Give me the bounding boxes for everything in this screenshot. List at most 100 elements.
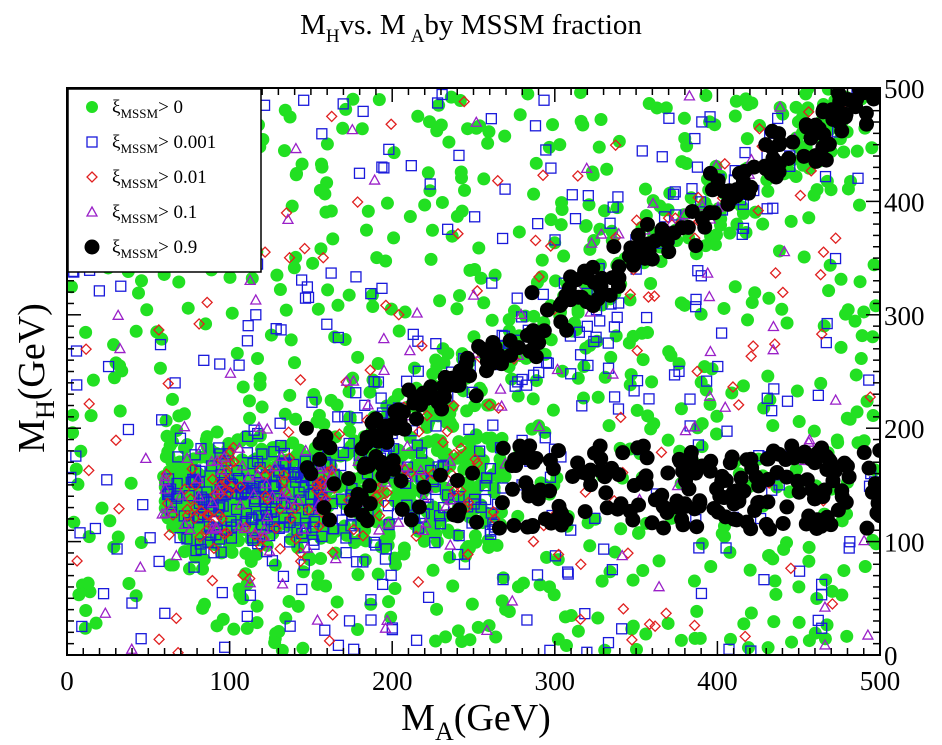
data-point: [797, 444, 813, 460]
data-point: [540, 356, 553, 369]
data-point: [401, 439, 414, 451]
data-point: [388, 582, 402, 596]
data-point: [521, 614, 533, 626]
data-point: [238, 522, 251, 534]
data-point: [461, 122, 475, 136]
data-point: [129, 589, 143, 603]
data-point: [362, 478, 378, 494]
data-point: [183, 523, 197, 535]
data-point: [708, 238, 722, 252]
data-point: [340, 374, 353, 386]
data-point: [188, 475, 200, 487]
data-point: [373, 509, 386, 522]
data-point: [281, 213, 295, 225]
data-point: [230, 346, 244, 360]
data-point: [737, 163, 753, 179]
data-point: [216, 586, 228, 599]
data-point: [458, 558, 471, 570]
data-point: [89, 522, 102, 535]
data-point: [540, 550, 554, 564]
data-point: [451, 377, 467, 393]
data-point: [249, 293, 262, 305]
data-point: [412, 365, 424, 377]
data-point: [582, 190, 594, 202]
data-point: [289, 533, 302, 546]
data-point: [715, 527, 729, 541]
data-point: [761, 392, 773, 404]
data-point: [679, 424, 692, 436]
data-point: [86, 136, 98, 148]
data-point: [268, 460, 282, 472]
data-point: [608, 391, 621, 403]
data-point: [210, 425, 224, 439]
data-point: [677, 498, 693, 514]
data-point: [70, 450, 82, 462]
data-point: [812, 614, 824, 627]
data-point: [180, 452, 194, 464]
data-point: [549, 274, 563, 288]
data-point: [351, 412, 363, 424]
data-point: [418, 198, 432, 212]
data-point: [588, 512, 602, 526]
data-point: [745, 296, 759, 310]
data-point: [435, 195, 449, 209]
data-point: [252, 420, 266, 432]
data-point: [398, 305, 412, 319]
data-point: [661, 244, 677, 260]
data-point: [411, 306, 424, 318]
data-point: [841, 182, 855, 196]
data-point: [410, 634, 423, 646]
data-point: [350, 387, 362, 399]
data-point: [211, 483, 225, 495]
data-point: [372, 93, 386, 107]
data-point: [357, 529, 369, 542]
data-point: [690, 301, 702, 313]
data-point: [233, 519, 247, 531]
data-point: [557, 249, 571, 263]
data-point: [656, 151, 668, 163]
data-point: [67, 280, 78, 294]
data-point: [850, 144, 864, 158]
legend-item: ξMSSM> 0.1: [85, 202, 197, 226]
data-point: [624, 288, 637, 301]
data-point: [658, 211, 671, 223]
data-point: [581, 320, 593, 332]
data-point: [680, 219, 696, 235]
data-point: [793, 565, 806, 577]
data-point: [650, 101, 664, 115]
data-point: [403, 210, 417, 224]
data-point: [790, 384, 804, 398]
data-point: [525, 454, 541, 470]
data-point: [527, 187, 541, 201]
data-point: [706, 205, 722, 221]
data-point: [437, 501, 450, 514]
data-point: [848, 314, 862, 328]
data-point: [859, 116, 875, 132]
data-point: [243, 411, 257, 425]
data-point: [798, 117, 814, 133]
data-point: [675, 517, 691, 533]
x-tick-label: 0: [60, 666, 74, 696]
data-point: [580, 466, 596, 482]
data-point: [724, 190, 740, 206]
data-point: [258, 522, 271, 534]
data-point: [830, 502, 846, 518]
data-point: [358, 553, 372, 567]
data-point: [802, 211, 816, 225]
data-point: [272, 625, 286, 639]
data-point: [617, 602, 630, 615]
data-point: [152, 324, 165, 336]
data-point: [562, 568, 574, 580]
data-point: [436, 88, 448, 101]
data-point: [299, 444, 312, 456]
data-point: [777, 542, 791, 556]
data-point: [408, 361, 422, 375]
data-point: [741, 313, 755, 327]
data-point: [696, 199, 709, 211]
data-point: [626, 633, 638, 646]
data-point: [779, 499, 795, 515]
data-point: [525, 323, 541, 339]
data-point: [761, 641, 775, 655]
data-point: [219, 641, 231, 653]
data-point: [576, 391, 590, 405]
